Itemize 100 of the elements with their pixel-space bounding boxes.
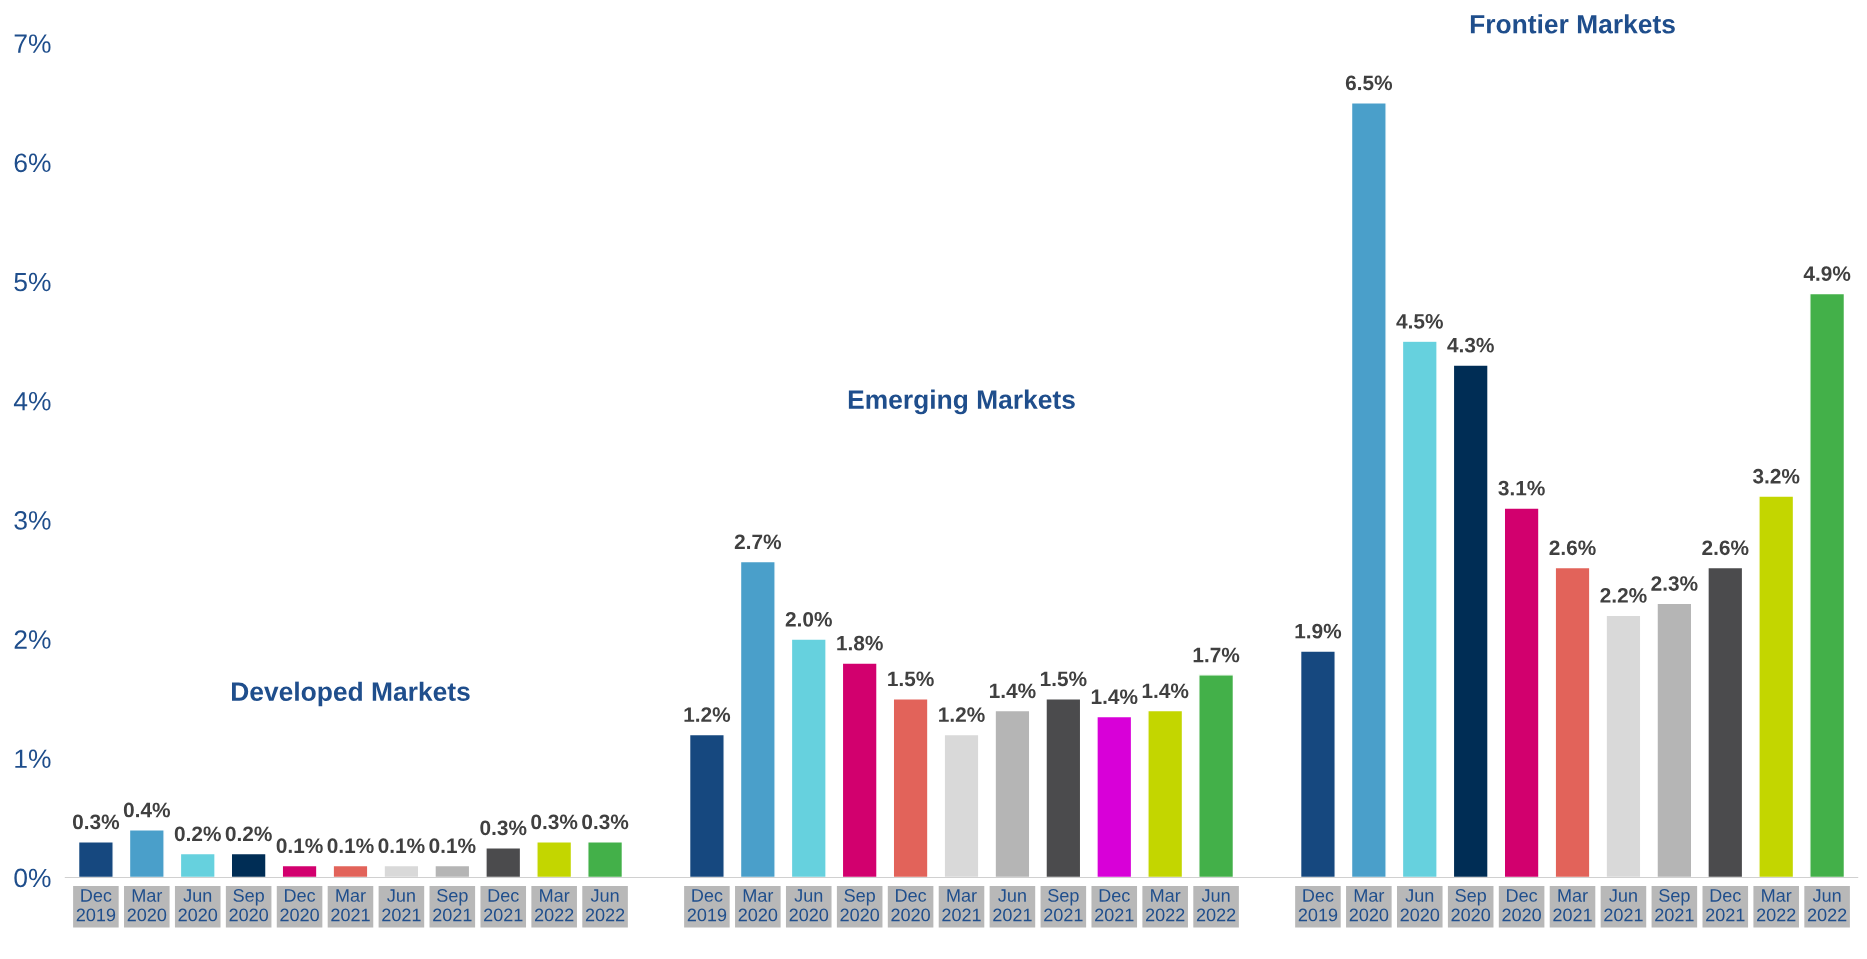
x-tick-label: Jun 2021 xyxy=(993,889,1032,922)
y-tick-label: 4% xyxy=(13,391,51,411)
bar xyxy=(688,733,725,878)
x-tick-label: Jun 2020 xyxy=(1400,889,1440,922)
bar xyxy=(281,864,318,878)
data-label: 0.1% xyxy=(429,838,476,854)
bar xyxy=(1147,709,1184,878)
bar xyxy=(1554,566,1591,878)
bar xyxy=(536,841,573,878)
data-label: 2.3% xyxy=(1651,576,1698,591)
data-label: 1.4% xyxy=(989,683,1036,699)
data-label: 2.6% xyxy=(1702,540,1749,556)
data-label: 3.1% xyxy=(1498,480,1545,496)
x-tick-label: Dec 2020 xyxy=(891,889,930,922)
y-tick-label: 0% xyxy=(14,868,51,888)
y-tick-label: 7% xyxy=(14,34,51,53)
bar xyxy=(1758,495,1795,878)
x-tick-label: Mar 2020 xyxy=(127,889,167,922)
x-tick-label: Mar 2022 xyxy=(1146,889,1185,922)
x-tick-label: Sep 2021 xyxy=(433,889,472,922)
data-label: 1.4% xyxy=(1142,683,1189,699)
bar xyxy=(1503,507,1540,878)
data-label: 3.2% xyxy=(1752,468,1800,484)
x-tick-label: Sep 2020 xyxy=(840,889,880,922)
x-tick-label: Dec 2020 xyxy=(280,889,319,922)
annotation: Emerging Markets xyxy=(848,389,1075,415)
bar xyxy=(1096,715,1133,878)
data-label: 1.2% xyxy=(939,707,985,722)
x-tick-label: Mar 2020 xyxy=(1349,889,1389,922)
bar xyxy=(77,841,114,878)
bar xyxy=(434,864,471,878)
x-tick-label: Jun 2020 xyxy=(178,889,218,922)
bar xyxy=(841,662,878,878)
data-label: 0.2% xyxy=(225,826,272,842)
bar xyxy=(1656,602,1693,878)
data-label: 0.2% xyxy=(174,826,221,842)
data-label: 0.3% xyxy=(531,814,578,830)
bar xyxy=(332,864,369,878)
data-label: 0.1% xyxy=(327,838,374,854)
data-label: 4.5% xyxy=(1396,313,1443,329)
annotation: Developed Markets xyxy=(232,681,470,707)
data-label: 1.5% xyxy=(888,671,934,687)
x-tick-label: Dec 2020 xyxy=(1502,889,1541,922)
x-tick-label: Dec 2021 xyxy=(1095,889,1134,922)
bar xyxy=(1452,364,1489,878)
x-tick-label: Mar 2021 xyxy=(942,889,981,922)
y-tick-label: 6% xyxy=(14,153,51,173)
x-tick-label: Sep 2021 xyxy=(1044,889,1083,922)
data-label: 2.2% xyxy=(1600,588,1647,603)
x-tick-label: Sep 2020 xyxy=(1451,889,1491,922)
y-tick-label: 5% xyxy=(14,272,51,292)
data-label: 2.7% xyxy=(734,534,782,550)
bar xyxy=(1198,674,1235,878)
x-tick-label: Mar 2020 xyxy=(738,889,778,922)
x-tick-label: Jun 2022 xyxy=(585,889,625,922)
bar xyxy=(994,709,1031,878)
x-tick-label: Jun 2022 xyxy=(1196,889,1236,922)
x-tick-label: Mar 2021 xyxy=(1553,889,1592,922)
data-label: 2.6% xyxy=(1549,540,1596,556)
bar xyxy=(1707,566,1744,878)
bar xyxy=(587,841,624,878)
data-label: 0.4% xyxy=(123,802,171,818)
data-label: 1.8% xyxy=(837,635,883,651)
x-tick-label: Jun 2021 xyxy=(382,889,421,922)
bar xyxy=(892,698,929,878)
x-tick-label: Dec 2019 xyxy=(1298,889,1338,922)
data-label: 4.3% xyxy=(1447,337,1494,353)
bar xyxy=(1299,650,1336,878)
y-tick-label: 3% xyxy=(14,511,51,530)
data-label: 0.3% xyxy=(582,814,629,830)
bar xyxy=(790,638,827,878)
bar xyxy=(485,846,522,878)
data-label: 0.1% xyxy=(378,838,425,854)
bar xyxy=(1045,698,1082,878)
x-tick-label: Jun 2020 xyxy=(789,889,829,922)
y-tick-label: 1% xyxy=(15,749,51,769)
x-tick-label: Mar 2021 xyxy=(331,889,370,922)
x-tick-label: Dec 2021 xyxy=(1706,889,1745,922)
data-label: 6.5% xyxy=(1345,75,1393,91)
x-tick-label: Dec 2019 xyxy=(687,889,727,922)
data-label: 1.4% xyxy=(1091,689,1138,705)
bar xyxy=(1350,102,1387,878)
x-tick-label: Sep 2020 xyxy=(229,889,269,922)
data-label: 1.7% xyxy=(1193,647,1240,663)
x-tick-label: Jun 2022 xyxy=(1807,889,1847,922)
data-label: 0.1% xyxy=(276,838,323,854)
x-tick-label: Jun 2021 xyxy=(1604,889,1643,922)
text: Frontier Markets xyxy=(1470,14,1675,34)
data-label: 1.9% xyxy=(1295,623,1342,639)
data-label: 0.3% xyxy=(480,820,527,836)
bar xyxy=(739,560,776,878)
data-label: 2.0% xyxy=(785,611,832,627)
x-tick-label: Mar 2022 xyxy=(1757,889,1796,922)
bar xyxy=(179,852,216,878)
bar xyxy=(128,829,165,878)
data-label: 0.3% xyxy=(72,814,120,830)
data-label: 1.2% xyxy=(684,707,731,722)
y-tick-label: 2% xyxy=(14,630,51,649)
bar xyxy=(230,852,267,878)
bar xyxy=(1401,340,1438,878)
